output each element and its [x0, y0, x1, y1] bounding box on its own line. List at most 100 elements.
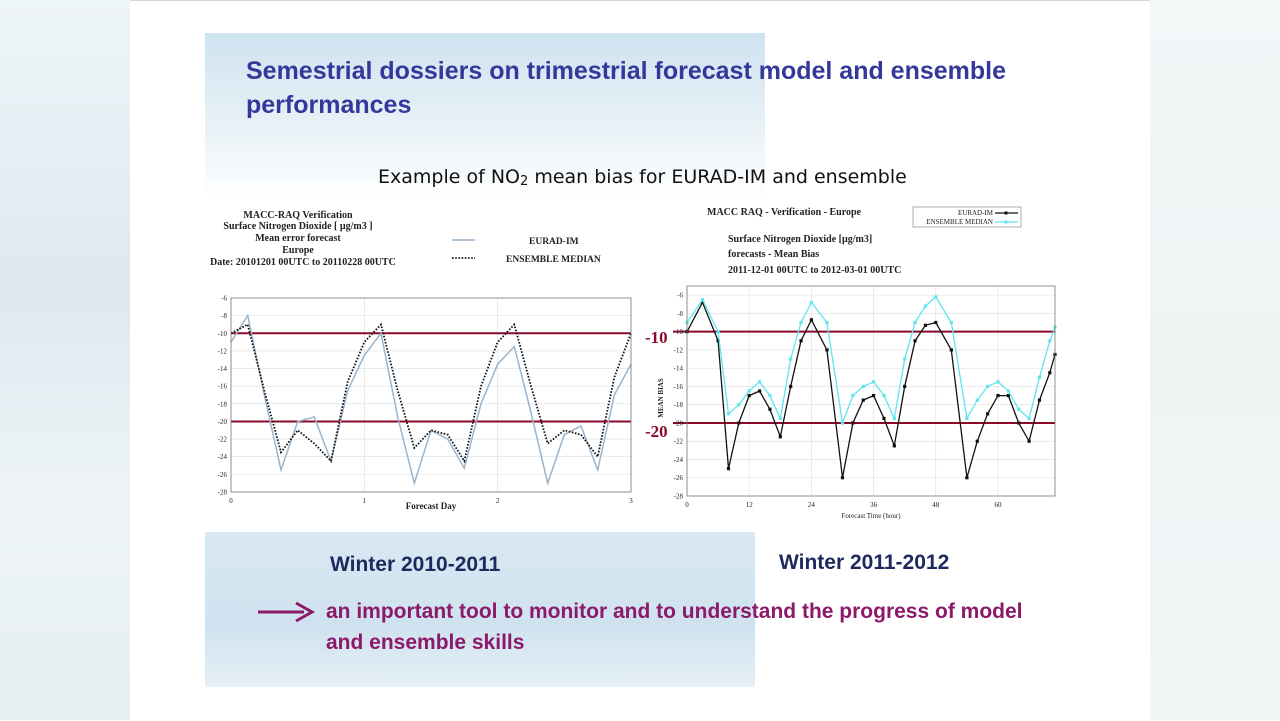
- right-point-ensemble-median: [716, 330, 720, 334]
- chart-left-x-axis-label: Forecast Day: [406, 501, 457, 511]
- right-point-eurad-im: [825, 348, 829, 352]
- chart-left-header-line-5: Date: 20101201 00UTC to 20110228 00UTC: [210, 257, 396, 268]
- left-x-tick-label: 3: [629, 497, 633, 505]
- right-point-eurad-im: [975, 439, 979, 443]
- right-point-eurad-im: [1027, 439, 1031, 443]
- right-point-ensemble-median: [747, 389, 751, 393]
- reference-label-minus-10: -10: [645, 328, 668, 347]
- right-point-eurad-im: [986, 412, 990, 416]
- chart-right-legend-box: [912, 206, 1022, 228]
- right-point-ensemble-median: [726, 412, 731, 416]
- right-point-eurad-im: [871, 393, 876, 398]
- right-point-eurad-im: [1006, 393, 1010, 398]
- right-y-tick-label: -18: [674, 401, 684, 409]
- label-winter-2010-2011: Winter 2010-2011: [330, 553, 501, 576]
- right-point-ensemble-median: [789, 357, 793, 361]
- right-point-ensemble-median: [949, 320, 953, 325]
- left-y-tick-label: -20: [218, 418, 228, 426]
- left-y-tick-label: -28: [218, 489, 228, 497]
- right-point-eurad-im: [861, 398, 865, 402]
- right-point-ensemble-median: [809, 300, 813, 305]
- right-point-eurad-im: [892, 444, 896, 448]
- right-y-tick-label: -20: [674, 419, 684, 427]
- right-x-tick-label: 48: [932, 501, 940, 509]
- right-point-ensemble-median: [851, 393, 855, 398]
- right-y-tick-label: -8: [677, 310, 683, 318]
- chart-right-axes: -6 -8 -10 -12 -14 -16 -18 -20 -22 -24 -26 -280 12 24 3…: [674, 285, 1056, 509]
- legend-label-ensemble-median-right: ENSEMBLE MEDIAN: [926, 218, 993, 226]
- legend-label-ensemble-median: ENSEMBLE MEDIAN: [506, 255, 601, 265]
- right-point-eurad-im: [923, 323, 928, 327]
- right-point-eurad-im: [716, 339, 720, 343]
- chart-left-header-line-1: MACC-RAQ Verification: [243, 210, 353, 221]
- right-point-ensemble-median: [737, 403, 741, 407]
- right-point-ensemble-median: [757, 380, 762, 384]
- right-plot-frame: [686, 285, 1056, 497]
- right-point-eurad-im: [1048, 371, 1052, 375]
- legend-marker-eurad-im-right: [1004, 211, 1008, 215]
- right-point-ensemble-median: [861, 384, 865, 389]
- chart-left-header-line-4: Europe: [282, 245, 314, 256]
- right-point-ensemble-median: [975, 398, 979, 402]
- right-line-ensemble-median: [686, 296, 1056, 426]
- right-point-eurad-im: [778, 435, 782, 439]
- right-point-eurad-im: [934, 320, 938, 325]
- chart-right-header-top: MACC RAQ - Verification - Europe: [707, 207, 862, 218]
- right-point-eurad-im: [1037, 398, 1042, 402]
- sky-background-top: [205, 33, 765, 198]
- left-x-tick-label: 2: [496, 497, 500, 505]
- left-y-tick-label: -14: [218, 365, 228, 373]
- reference-label-minus-20: -20: [645, 422, 668, 441]
- chart-right-header-line-3: 2011-12-01 00UTC to 2012-03-01 00UTC: [728, 265, 901, 276]
- right-y-tick-label: -14: [674, 365, 684, 373]
- chart-left-header-line-2: Surface Nitrogen Dioxide [ µg/m3 ]: [223, 221, 372, 232]
- chart-right-header-line-2: forecasts - Mean Bias: [728, 249, 819, 260]
- left-y-tick-label: -18: [218, 400, 228, 408]
- right-point-eurad-im: [840, 476, 845, 480]
- legend-label-eurad-im: EURAD-IM: [529, 237, 579, 247]
- right-point-eurad-im: [757, 389, 762, 393]
- right-point-ensemble-median: [1006, 389, 1010, 393]
- right-point-ensemble-median: [768, 393, 772, 398]
- slide-subtitle: Example of NO2 mean bias for EURAD-IM an…: [378, 166, 907, 189]
- left-y-tick-label: -16: [218, 383, 228, 391]
- subtitle-subscript: 2: [520, 174, 529, 189]
- right-point-ensemble-median: [996, 380, 1000, 384]
- right-point-eurad-im: [768, 407, 772, 411]
- right-y-tick-label: -6: [677, 292, 683, 300]
- right-point-eurad-im: [809, 318, 813, 322]
- right-point-ensemble-median: [892, 416, 896, 420]
- right-point-eurad-im: [851, 421, 855, 425]
- background-strip-left: [0, 0, 130, 720]
- right-y-tick-label: -12: [674, 346, 684, 354]
- right-x-tick-label: 0: [685, 501, 689, 509]
- right-point-ensemble-median: [986, 384, 990, 389]
- right-point-ensemble-median: [923, 304, 928, 308]
- left-plot-frame: [230, 297, 632, 493]
- right-point-eurad-im: [882, 416, 886, 420]
- right-point-ensemble-median: [903, 357, 907, 361]
- right-point-ensemble-median: [1048, 339, 1052, 343]
- right-x-tick-label: 24: [808, 501, 816, 509]
- right-point-ensemble-median: [778, 416, 782, 420]
- label-winter-2011-2012: Winter 2011-2012: [779, 551, 950, 574]
- left-y-tick-label: -24: [218, 453, 228, 461]
- right-point-eurad-im: [949, 348, 953, 352]
- chart-right-x-axis-label: Forecast Time (hour): [841, 512, 901, 520]
- right-point-eurad-im: [996, 393, 1000, 398]
- right-point-ensemble-median: [1017, 407, 1021, 411]
- chart-left-background: [205, 198, 645, 520]
- arrow-right-icon: [258, 601, 316, 623]
- right-point-ensemble-median: [871, 380, 876, 384]
- chart-left-header-line-3: Mean error forecast: [255, 233, 341, 244]
- right-y-tick-label: -16: [674, 383, 684, 391]
- right-y-tick-label: -22: [674, 438, 684, 446]
- right-point-ensemble-median: [934, 295, 938, 299]
- left-y-tick-label: -10: [218, 330, 228, 338]
- right-x-tick-label: 60: [994, 501, 1002, 509]
- legend-label-eurad-im-right: EURAD-IM: [958, 209, 994, 217]
- chart-right-background: [645, 198, 1065, 528]
- right-point-eurad-im: [747, 393, 751, 398]
- chart-right-y-axis-label: MEAN BIAS: [657, 378, 665, 418]
- right-point-eurad-im: [1017, 421, 1021, 425]
